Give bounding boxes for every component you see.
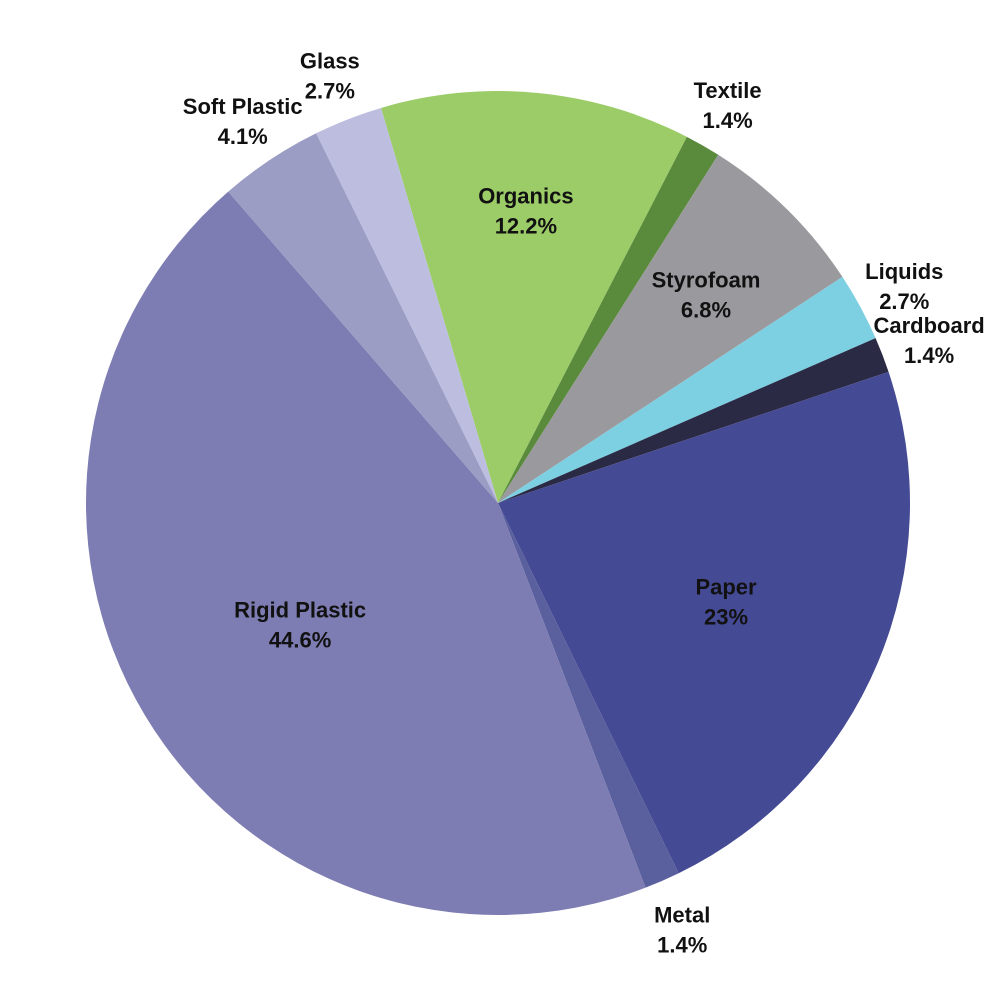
- slice-label-name: Soft Plastic: [183, 94, 303, 119]
- slice-label-value: 23%: [704, 604, 748, 629]
- slice-label-name: Glass: [300, 49, 360, 74]
- slice-label-name: Metal: [654, 903, 710, 928]
- slice-label-value: 4.1%: [218, 124, 268, 149]
- pie-slice-soft-plastic: [228, 133, 498, 503]
- slice-label-value: 2.7%: [305, 79, 355, 104]
- slice-label-value: 6.8%: [681, 297, 731, 322]
- slice-label-cardboard: Cardboard 1.4%: [873, 313, 984, 368]
- slice-label-textile: Textile 1.4%: [694, 78, 762, 133]
- pie-slices: [85, 91, 910, 916]
- slice-label-name: Cardboard: [873, 313, 984, 338]
- slice-label-organics: Organics 12.2%: [478, 184, 573, 239]
- slice-label-value: 44.6%: [269, 628, 331, 653]
- pie-slice-rigid-plastic: [85, 191, 646, 916]
- slice-label-name: Organics: [478, 184, 573, 209]
- slice-label-name: Liquids: [865, 259, 943, 284]
- slice-label-soft-plastic: Soft Plastic 4.1%: [183, 94, 303, 149]
- slice-label-name: Styrofoam: [652, 267, 761, 292]
- slice-label-styrofoam: Styrofoam 6.8%: [652, 267, 761, 322]
- pie-slice-cardboard: [498, 338, 889, 503]
- slice-label-glass: Glass 2.7%: [300, 49, 360, 104]
- slice-label-liquids: Liquids 2.7%: [865, 259, 943, 314]
- slice-label-value: 12.2%: [495, 214, 557, 239]
- pie-slice-textile: [498, 136, 719, 503]
- slice-label-value: 1.4%: [904, 343, 954, 368]
- slice-label-name: Rigid Plastic: [234, 598, 366, 623]
- slice-label-name: Paper: [695, 574, 757, 599]
- pie-labels: Organics 12.2% Textile 1.4% Styrofoam 6.8% Liq…: [183, 49, 985, 958]
- slice-label-value: 1.4%: [703, 108, 753, 133]
- slice-label-metal: Metal 1.4%: [654, 903, 710, 958]
- pie-slice-organics: [380, 91, 687, 503]
- slice-label-value: 1.4%: [657, 933, 707, 958]
- pie-slice-paper: [498, 371, 910, 874]
- slice-label-rigid-plastic: Rigid Plastic 44.6%: [234, 598, 366, 653]
- pie-slice-liquids: [498, 276, 876, 503]
- slice-label-paper: Paper 23%: [695, 574, 757, 629]
- pie-slice-metal: [498, 503, 679, 888]
- slice-label-value: 2.7%: [879, 289, 929, 314]
- pie-slice-glass: [316, 107, 498, 503]
- slice-label-name: Textile: [694, 78, 762, 103]
- pie-slice-styrofoam: [498, 154, 843, 503]
